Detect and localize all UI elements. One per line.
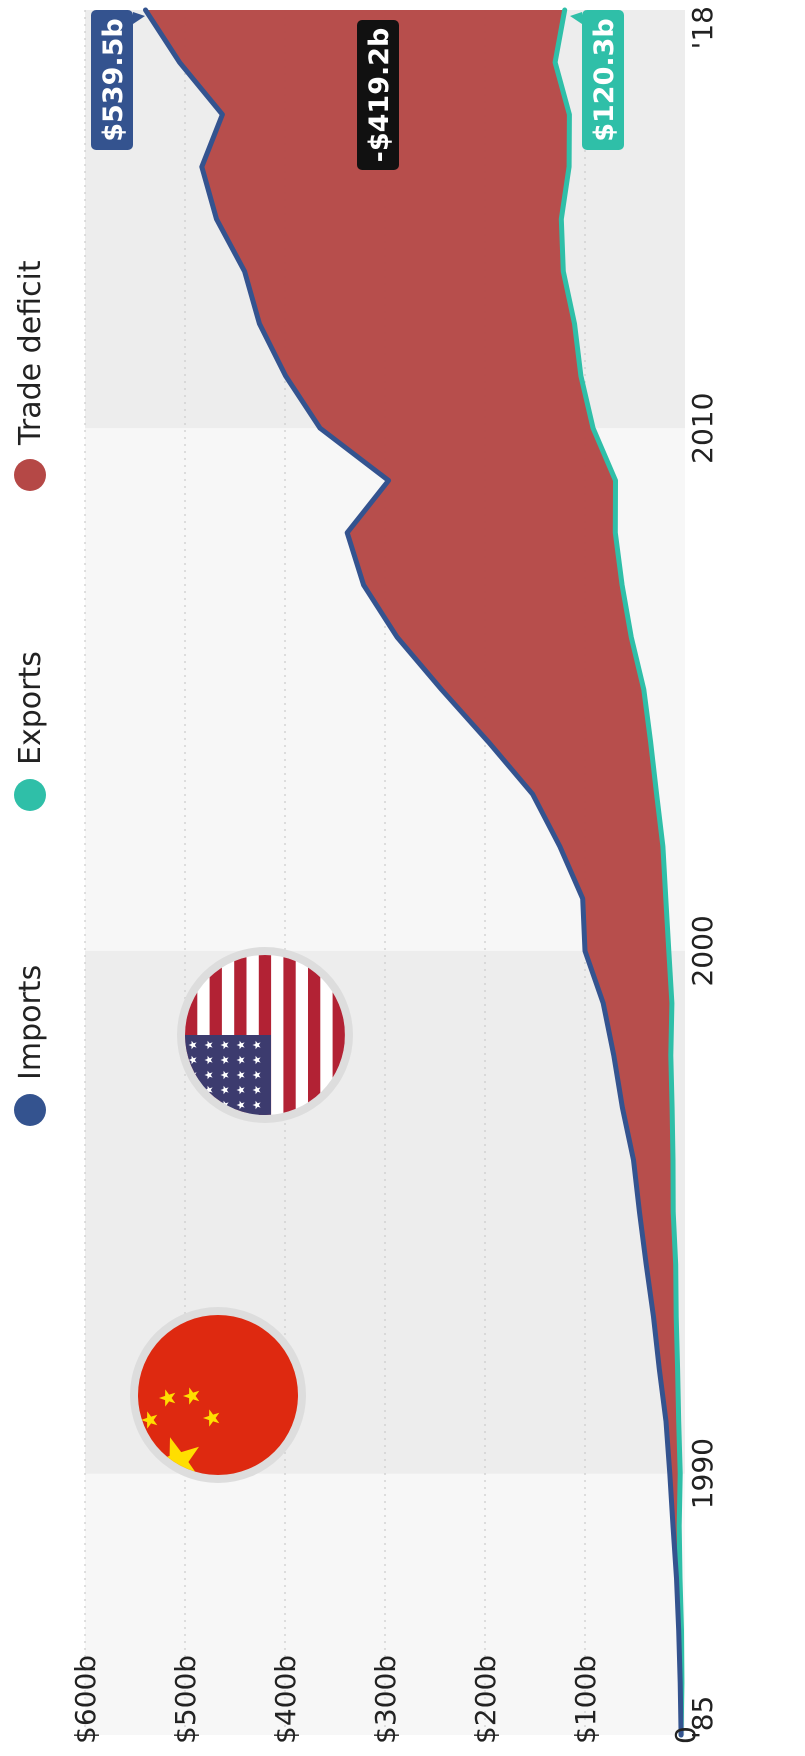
legend-marker-exports <box>14 779 46 811</box>
x-tick-label: 2000 <box>686 915 719 986</box>
callout-label-exports: $120.3b <box>589 18 620 142</box>
china-flag-icon <box>130 1307 306 1483</box>
callout-label-imports: $539.5b <box>98 18 129 142</box>
y-tick-label: 0 <box>669 1726 702 1744</box>
callout-exports: $120.3b <box>570 10 624 150</box>
y-tick-label: $600b <box>69 1655 102 1744</box>
series-lines <box>143 7 685 1738</box>
exports-line <box>552 7 685 1738</box>
x-tick-label: '85 <box>686 1696 719 1739</box>
callout-label-deficit: -$419.2b <box>364 28 395 163</box>
legend-marker-imports <box>14 1094 46 1126</box>
legend-label-deficit: Trade deficit <box>13 260 48 446</box>
y-tick-label: $200b <box>469 1655 502 1744</box>
x-tick-label: 2010 <box>686 393 719 464</box>
legend-label-imports: Imports <box>13 965 48 1080</box>
legend-label-exports: Exports <box>13 651 48 765</box>
value-callouts: $539.5b -$419.2b $120.3b <box>91 10 624 170</box>
legend: Imports Exports Trade deficit <box>13 260 48 1126</box>
deficit-area-layer <box>145 10 682 1735</box>
deficit-area <box>145 10 682 1735</box>
y-tick-label: $300b <box>369 1655 402 1744</box>
us-flag-icon <box>177 947 353 1123</box>
y-tick-label: $400b <box>269 1655 302 1744</box>
flags-illustration <box>130 947 353 1483</box>
y-tick-label: $500b <box>169 1655 202 1744</box>
axis-labels: 0 $100b $200b $300b $400b $500b $600b '85 1990 20… <box>69 6 719 1744</box>
x-tick-label: '18 <box>686 6 719 49</box>
y-tick-label: $100b <box>569 1655 602 1744</box>
x-tick-label: 1990 <box>686 1438 719 1509</box>
callout-imports: $539.5b <box>91 10 145 150</box>
callout-deficit: -$419.2b <box>357 20 399 170</box>
legend-marker-deficit <box>14 459 46 491</box>
imports-line <box>143 7 684 1738</box>
